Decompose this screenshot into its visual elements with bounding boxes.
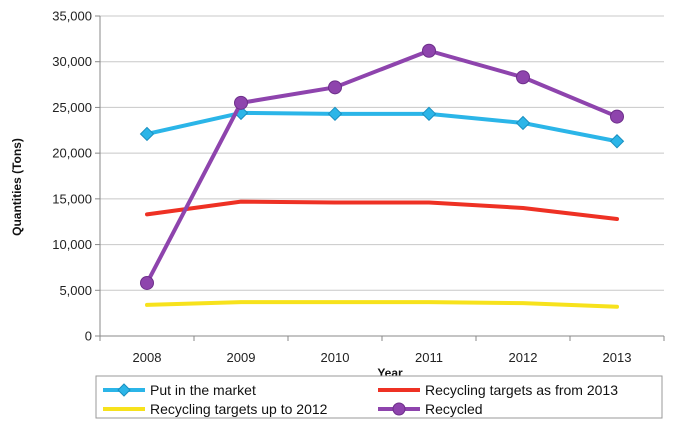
legend-label: Recycling targets up to 2012 bbox=[150, 401, 328, 417]
data-point bbox=[422, 43, 436, 58]
series-group bbox=[140, 43, 624, 290]
data-point bbox=[139, 126, 155, 142]
gridlines bbox=[100, 15, 664, 291]
y-tick-labels: 0 5,000 10,000 15,000 20,000 25,000 30,000 35,0… bbox=[52, 9, 92, 344]
data-point bbox=[515, 115, 531, 131]
y-tick-label: 20,000 bbox=[52, 146, 92, 161]
x-tick-label: 2010 bbox=[321, 350, 350, 365]
x-tick-label: 2013 bbox=[603, 350, 632, 365]
legend-label: Put in the market bbox=[150, 382, 256, 398]
series-group bbox=[139, 105, 625, 149]
series-line bbox=[145, 199, 619, 221]
data-point bbox=[140, 275, 154, 290]
data-point bbox=[609, 134, 625, 149]
x-tick-label: 2008 bbox=[133, 350, 162, 365]
data-point bbox=[516, 70, 530, 85]
y-tick-label: 10,000 bbox=[52, 237, 92, 252]
y-tick-label: 15,000 bbox=[52, 191, 92, 206]
legend-label: Recycled bbox=[425, 401, 483, 417]
x-tick-label: 2009 bbox=[227, 350, 256, 365]
series bbox=[139, 43, 625, 309]
x-tick-labels: 2008 2009 2010 2011 2012 2013 bbox=[133, 350, 632, 365]
data-point bbox=[327, 106, 343, 122]
legend-marker bbox=[117, 383, 131, 397]
y-tick-label: 5,000 bbox=[59, 283, 92, 298]
series-line bbox=[145, 110, 619, 144]
series-line bbox=[145, 48, 619, 285]
data-point bbox=[610, 109, 624, 124]
legend: Put in the market Recycling targets up to… bbox=[95, 375, 663, 419]
data-point bbox=[421, 106, 437, 122]
legend-item: Put in the market bbox=[103, 382, 256, 398]
y-tick-label: 25,000 bbox=[52, 100, 92, 115]
data-point bbox=[234, 95, 248, 110]
legend-item: Recycling targets as from 2013 bbox=[378, 382, 618, 398]
y-tick-label: 30,000 bbox=[52, 54, 92, 69]
legend-item: Recycling targets up to 2012 bbox=[103, 401, 328, 417]
legend-label: Recycling targets as from 2013 bbox=[425, 382, 618, 398]
axes bbox=[95, 15, 665, 341]
series-group bbox=[145, 199, 619, 221]
x-tick-label: 2011 bbox=[415, 350, 443, 365]
y-tick-label: 35,000 bbox=[52, 9, 92, 24]
legend-marker bbox=[392, 402, 406, 416]
y-axis-title: Quantities (Tons) bbox=[10, 138, 24, 236]
y-tick-label: 0 bbox=[85, 329, 92, 344]
series-group bbox=[145, 300, 619, 309]
series-line bbox=[145, 300, 619, 309]
x-tick-label: 2012 bbox=[509, 350, 538, 365]
legend-item: Recycled bbox=[378, 401, 483, 417]
data-point bbox=[328, 80, 342, 95]
